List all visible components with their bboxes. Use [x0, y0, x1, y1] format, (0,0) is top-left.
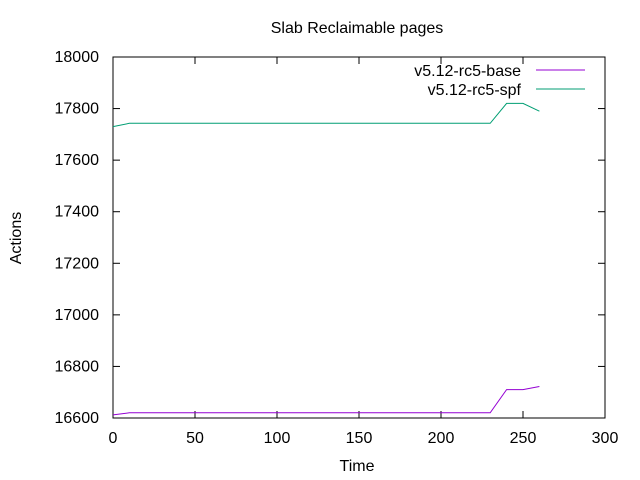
y-tick-label: 17800 [55, 101, 100, 118]
y-axis-label: Actions [8, 212, 25, 264]
y-tick-label: 17200 [55, 255, 100, 272]
legend-label: v5.12-rc5-spf [428, 82, 522, 99]
legend: v5.12-rc5-base v5.12-rc5-spf [414, 63, 585, 99]
legend-label: v5.12-rc5-base [414, 63, 521, 80]
x-axis: 0 50 100 150 200 250 300 [109, 57, 619, 447]
y-tick-label: 16600 [55, 410, 100, 427]
series-line [112, 102, 540, 128]
x-tick-label: 250 [510, 430, 537, 447]
series-lines [112, 102, 540, 416]
series-line [112, 386, 540, 416]
x-tick-label: 50 [186, 430, 204, 447]
x-tick-label: 200 [428, 430, 455, 447]
x-tick-label: 300 [592, 430, 619, 447]
x-tick-label: 150 [346, 430, 373, 447]
y-tick-label: 17000 [55, 307, 100, 324]
y-tick-label: 17600 [55, 152, 100, 169]
y-tick-label: 18000 [55, 49, 100, 66]
plot-frame [112, 56, 606, 419]
y-axis: 16600 16800 17000 17200 17400 17600 17800 18000 [55, 49, 605, 427]
x-tick-label: 100 [264, 430, 291, 447]
x-axis-label: Time [340, 458, 375, 475]
chart-title: Slab Reclaimable pages [271, 20, 444, 37]
y-tick-label: 16800 [55, 358, 100, 375]
y-tick-label: 17400 [55, 204, 100, 221]
x-tick-label: 0 [109, 430, 118, 447]
